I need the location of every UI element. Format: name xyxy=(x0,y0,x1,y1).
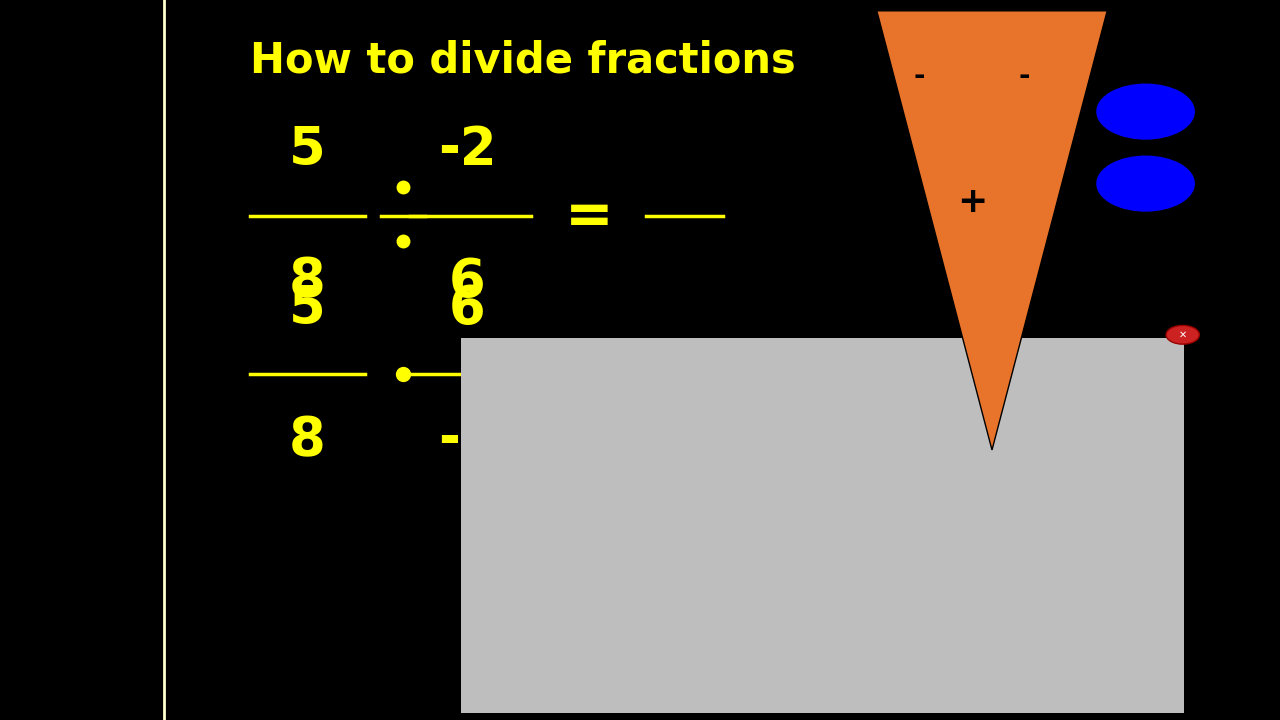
Text: 8: 8 xyxy=(289,256,325,307)
Text: 6: 6 xyxy=(449,283,485,335)
Text: -2: -2 xyxy=(438,414,497,466)
Text: 5: 5 xyxy=(289,283,325,335)
Text: =: = xyxy=(564,187,613,245)
Text: -: - xyxy=(914,62,924,89)
Text: +: + xyxy=(957,184,988,219)
Circle shape xyxy=(1097,84,1194,139)
Text: 6: 6 xyxy=(449,256,485,307)
Circle shape xyxy=(1166,325,1199,344)
Text: How to divide fractions: How to divide fractions xyxy=(250,40,795,81)
Circle shape xyxy=(1097,156,1194,211)
Bar xyxy=(461,338,1184,713)
Text: -: - xyxy=(1019,62,1029,89)
Text: -2: -2 xyxy=(438,125,497,176)
Text: 8: 8 xyxy=(289,414,325,466)
Polygon shape xyxy=(877,11,1107,450)
Text: ✕: ✕ xyxy=(1179,330,1187,340)
Text: 5: 5 xyxy=(289,125,325,176)
